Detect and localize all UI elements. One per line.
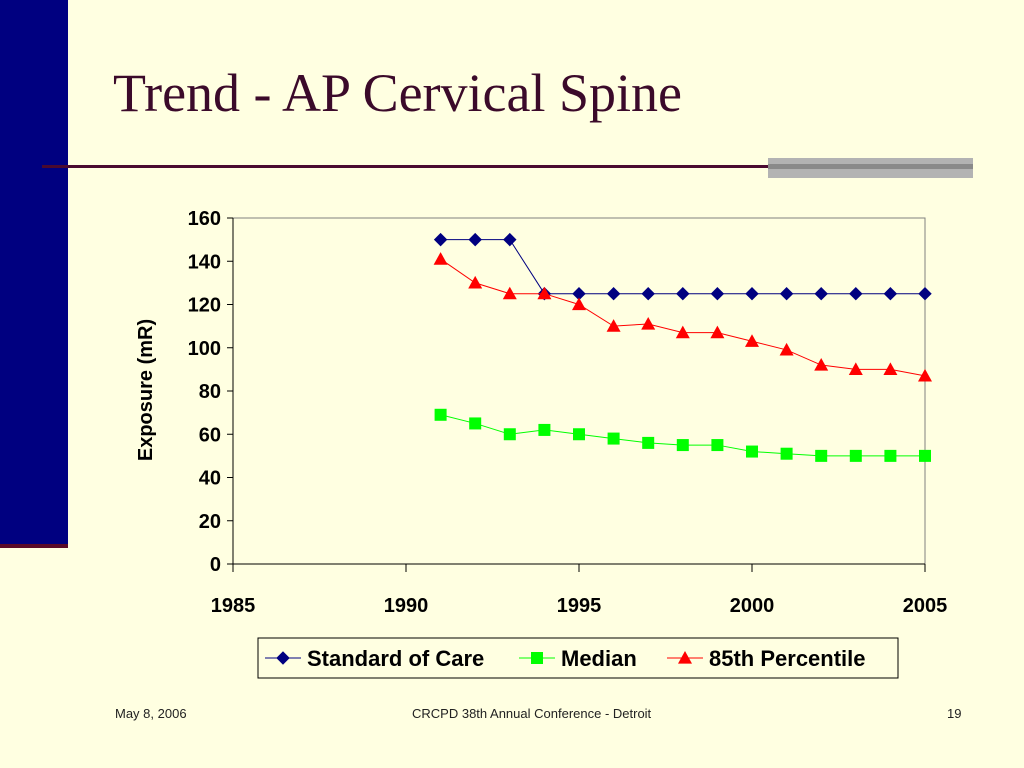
left-accent-bar-edge [0,544,68,548]
data-point-85th-percentile [745,334,759,347]
legend-marker-median [531,652,543,664]
data-point-85th-percentile [502,286,517,300]
y-tick-label: 0 [210,554,221,576]
legend-marker-85th-percentile [678,651,692,664]
data-point-standard-of-care [606,286,621,301]
y-axis-label: Exposure (mR) [135,319,157,461]
legend-label: 85th Percentile [709,646,866,671]
y-tick-label: 80 [199,381,221,403]
data-point-85th-percentile [572,297,586,311]
y-tick-label: 120 [188,295,221,317]
data-point-standard-of-care [676,286,690,301]
x-tick-label: 1995 [557,595,602,617]
data-point-standard-of-care [468,232,482,247]
slide-title: Trend - AP Cervical Spine [113,63,682,123]
left-accent-bar [0,0,68,546]
data-point-85th-percentile [710,325,725,339]
data-point-median [503,428,516,441]
x-tick-label: 1985 [211,595,256,617]
data-point-85th-percentile [433,252,448,265]
data-point-standard-of-care [710,286,725,301]
footer-conference: CRCPD 38th Annual Conference - Detroit [412,706,652,721]
data-point-standard-of-care [503,232,517,247]
y-tick-label: 100 [188,338,221,360]
data-point-median [642,436,655,449]
data-point-median [919,449,931,462]
data-point-85th-percentile [675,325,690,339]
x-tick-label: 1990 [384,595,429,617]
data-point-median [434,408,447,421]
data-point-85th-percentile [848,362,863,375]
data-point-median [607,432,620,445]
y-tick-label: 160 [188,208,221,230]
y-tick-label: 40 [199,468,221,490]
data-point-standard-of-care [814,286,828,301]
data-point-85th-percentile [606,319,621,332]
data-point-standard-of-care [779,286,794,301]
data-point-standard-of-care [883,286,898,301]
data-point-standard-of-care [918,286,932,301]
data-point-85th-percentile [814,358,829,371]
data-point-median [746,445,758,458]
series-standard-of-care [433,232,932,301]
y-tick-label: 60 [199,424,221,446]
data-point-85th-percentile [883,362,898,375]
data-point-median [469,417,482,430]
data-point-85th-percentile [918,368,932,382]
legend-marker-standard-of-care [276,651,290,665]
legend-item-median: Median [519,646,637,671]
footer-date: May 8, 2006 [115,706,187,721]
x-tick-label: 2000 [730,595,775,617]
data-point-85th-percentile [537,286,552,300]
plot-area [232,217,926,565]
data-point-median [538,423,551,436]
data-point-standard-of-care [641,286,655,301]
data-point-85th-percentile [641,316,656,330]
title-divider [42,165,972,168]
legend-label: Median [561,646,637,671]
legend-label: Standard of Care [307,646,484,671]
data-point-standard-of-care [433,232,448,247]
axes: 0 20 40 60 80 100 120 140 160 1985 1990 1995 2000 200… [188,208,948,617]
data-point-standard-of-care [849,286,863,301]
legend-item-85th-percentile: 85th Percentile [667,646,866,671]
title-gray-accent [768,158,973,178]
series-layer [433,232,932,462]
series-median [434,408,931,462]
data-point-median [884,449,897,462]
y-tick-label: 20 [199,511,221,533]
series-line-standard-of-care [440,239,925,295]
data-point-median [780,447,793,460]
footer-page-number: 19 [947,706,962,721]
data-point-median [711,439,724,452]
data-point-standard-of-care [745,286,759,301]
legend: Standard of Care Median 85th Percentile [257,637,899,679]
data-point-median [849,449,862,462]
y-tick-label: 140 [188,251,221,273]
series-line-85th-percentile [440,258,926,377]
data-point-85th-percentile [779,342,794,356]
legend-box [257,637,899,679]
data-point-85th-percentile [468,275,483,289]
data-point-median [573,428,585,441]
series-85th-percentile [433,252,932,382]
legend-item-standard-of-care: Standard of Care [265,646,484,671]
data-point-median [676,439,689,452]
data-point-median [815,449,828,462]
x-tick-label: 2005 [903,595,948,617]
